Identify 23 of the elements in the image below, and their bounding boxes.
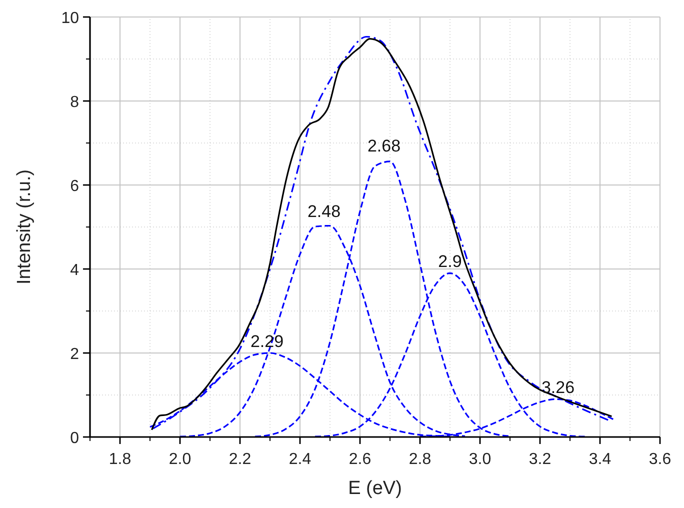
y-tick-label: 6 (70, 178, 80, 195)
x-tick-label: 3.2 (528, 451, 552, 468)
x-tick-label: 2.4 (288, 451, 312, 468)
y-tick-label: 8 (70, 94, 80, 111)
annotation: 2.29 (250, 332, 284, 351)
x-axis-title: E (eV) (348, 478, 402, 499)
x-tick-label: 3.0 (468, 451, 492, 468)
annotation: 3.26 (541, 378, 575, 398)
x-tick-label: 3.6 (648, 451, 672, 468)
x-tick-label: 2.8 (408, 451, 432, 468)
y-tick-label: 10 (61, 10, 80, 27)
x-tick-label: 3.4 (588, 451, 612, 468)
y-tick-label: 0 (70, 430, 80, 447)
annotation: 2.9 (438, 252, 462, 272)
annotation: 2.68 (367, 136, 401, 156)
x-tick-label: 2.2 (228, 451, 252, 468)
x-tick-label: 1.8 (108, 451, 132, 468)
y-tick-label: 4 (70, 262, 80, 279)
y-axis-title: Intensity (r.u.) (14, 169, 35, 285)
x-tick-label: 2.6 (348, 451, 372, 468)
annotation: 2.48 (307, 202, 341, 221)
x-tick-label: 2.0 (168, 451, 192, 468)
y-tick-label: 2 (70, 346, 80, 363)
